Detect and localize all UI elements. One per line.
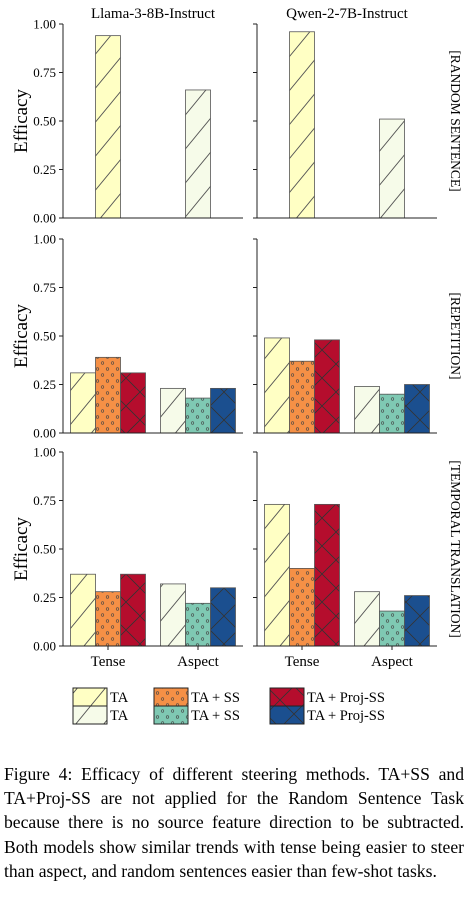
y-axis-title: Efficacy [11,89,32,153]
legend-swatch-pattern [72,687,108,707]
legend-swatch-pattern [153,705,189,725]
y-tick-label: 0.75 [33,65,56,80]
y-tick-label: 1.00 [33,445,56,460]
y-tick-label: 0.75 [33,493,56,508]
y-tick-label: 0.75 [33,280,56,295]
column-title: Qwen-2-7B-Instruct [286,6,408,22]
y-tick-label: 1.00 [33,17,56,32]
y-tick-label: 0.00 [33,211,56,226]
bar-pattern [354,386,380,434]
legend-swatch-pattern [269,705,305,725]
figure: Llama-3-8B-Instruct Qwen-2-7B-Instruct 0.0… [11,6,463,725]
bar-pattern [314,503,340,647]
bar-pattern [95,591,121,647]
bar-pattern [289,568,315,647]
bar-pattern [379,610,405,647]
bar-pattern [95,356,121,434]
bar-pattern [210,587,236,647]
bar-pattern [95,35,121,219]
bar-pattern [379,393,405,434]
legend-swatch-pattern [153,687,189,707]
bar-pattern [379,118,405,219]
y-tick-label: 0.50 [33,329,56,344]
legend-label: TA [110,690,129,706]
panel: [REPETITION] [253,238,463,434]
y-tick-label: 0.50 [33,114,56,129]
bar-pattern [185,89,211,219]
bar-pattern [404,384,430,434]
row-label: [TEMPORAL TRANSLATION] [448,460,463,637]
bar-pattern [120,372,146,434]
legend-swatch-pattern [72,705,108,725]
y-tick-label: 0.25 [33,377,56,392]
bar-pattern [289,360,315,434]
bar-pattern [404,595,430,647]
panel: [RANDOM SENTENCE] [253,23,463,219]
bar-pattern [185,397,211,434]
y-tick-label: 0.50 [33,542,56,557]
row-label: [RANDOM SENTENCE] [448,50,463,191]
legend-label: TA [110,708,129,724]
x-tick-label: Aspect [177,654,219,670]
legend-label: TA + Proj-SS [307,690,385,706]
bar-pattern [70,573,96,647]
y-axis-title: Efficacy [11,304,32,368]
bar-pattern [70,372,96,434]
x-tick-label: Tense [91,654,126,670]
legend-label: TA + Proj-SS [307,708,385,724]
y-tick-label: 0.00 [33,426,56,441]
panel: [TEMPORAL TRANSLATION] Tense Aspect [253,451,463,670]
bar-pattern [185,602,211,647]
bar-pattern [289,31,315,219]
y-axis-title: Efficacy [11,517,32,581]
bar-pattern [354,591,380,647]
bar-pattern [210,387,236,434]
bar-pattern [264,503,290,647]
legend: TA TA TA + SS TA + SS TA + Proj-SS TA + Proj-… [72,687,385,725]
column-title: Llama-3-8B-Instruct [91,6,216,22]
panel: 0.00 0.25 0.50 0.75 1.00 Efficacy [11,232,243,441]
y-tick-label: 0.25 [33,590,56,605]
y-tick-label: 0.25 [33,162,56,177]
panel: 0.00 0.25 0.50 0.75 1.00 Efficacy [11,17,243,226]
legend-label: TA + SS [191,690,240,706]
bar-pattern [264,337,290,434]
legend-label: TA + SS [191,708,240,724]
bar-pattern [314,339,340,434]
bar-pattern [160,583,186,647]
row-label: [REPETITION] [448,293,463,380]
y-tick-label: 0.00 [33,639,56,654]
x-tick-label: Aspect [371,654,413,670]
bar-pattern [160,387,186,434]
legend-swatch-pattern [269,687,305,707]
panel: 0.00 0.25 0.50 0.75 1.00 Efficacy Tense Aspect [11,445,243,670]
y-tick-label: 1.00 [33,232,56,247]
x-tick-label: Tense [285,654,320,670]
bar-pattern [120,573,146,647]
figure-caption: Figure 4: Efficacy of different steering… [4,764,464,881]
